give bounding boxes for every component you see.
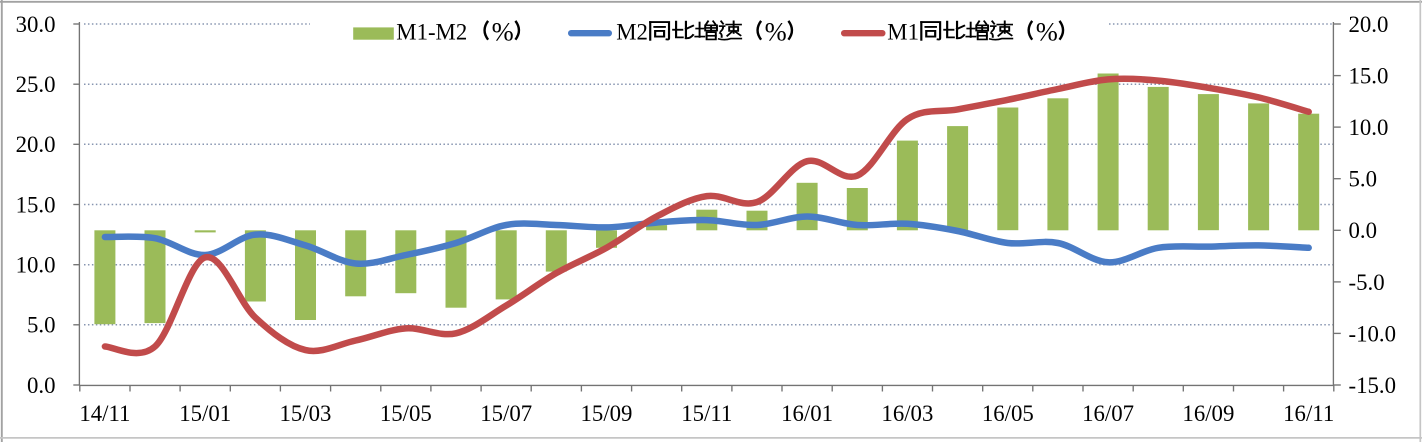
svg-text:15/01: 15/01 <box>179 401 231 426</box>
svg-text:0.0: 0.0 <box>1349 218 1378 243</box>
svg-text:%: % <box>492 16 514 46</box>
svg-text:15/07: 15/07 <box>480 401 532 426</box>
svg-text:16/03: 16/03 <box>881 401 933 426</box>
svg-text:20.0: 20.0 <box>16 132 56 157</box>
svg-text:16/01: 16/01 <box>781 401 833 426</box>
svg-text:14/11: 14/11 <box>79 401 130 426</box>
svg-text:-15.0: -15.0 <box>1349 373 1397 398</box>
svg-text:M1-M2: M1-M2 <box>396 20 467 45</box>
svg-text:15/09: 15/09 <box>581 401 633 426</box>
svg-text:M2: M2 <box>616 20 648 45</box>
svg-text:10.0: 10.0 <box>1349 115 1389 140</box>
svg-text:%: % <box>765 16 787 46</box>
svg-text:15/05: 15/05 <box>380 401 432 426</box>
svg-text:5.0: 5.0 <box>1349 167 1378 192</box>
svg-text:M1: M1 <box>887 20 919 45</box>
svg-text:16/09: 16/09 <box>1182 401 1234 426</box>
svg-text:-5.0: -5.0 <box>1349 270 1385 295</box>
svg-text:20.0: 20.0 <box>1349 12 1389 37</box>
svg-text:0.0: 0.0 <box>27 373 56 398</box>
svg-text:15.0: 15.0 <box>1349 64 1389 89</box>
svg-text:15.0: 15.0 <box>16 192 56 217</box>
svg-text:15/11: 15/11 <box>681 401 732 426</box>
svg-text:5.0: 5.0 <box>27 313 56 338</box>
svg-text:16/05: 16/05 <box>982 401 1034 426</box>
svg-text:25.0: 25.0 <box>16 72 56 97</box>
svg-text:15/03: 15/03 <box>280 401 332 426</box>
svg-text:16/11: 16/11 <box>1283 401 1334 426</box>
svg-text:%: % <box>1036 16 1058 46</box>
svg-text:16/07: 16/07 <box>1082 401 1134 426</box>
svg-text:30.0: 30.0 <box>16 12 56 37</box>
svg-text:-10.0: -10.0 <box>1349 321 1397 346</box>
svg-text:10.0: 10.0 <box>16 253 56 278</box>
